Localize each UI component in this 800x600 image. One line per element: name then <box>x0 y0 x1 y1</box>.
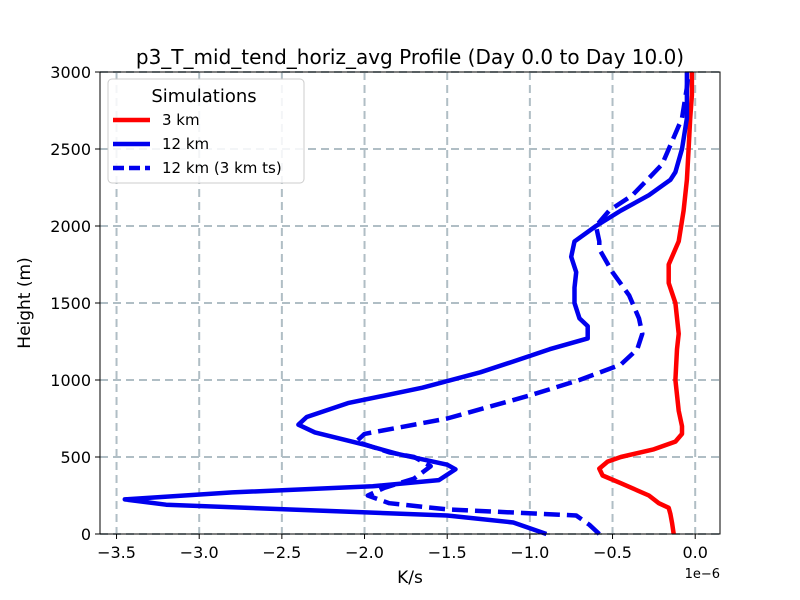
x-tick-label: −3.5 <box>97 543 136 562</box>
legend-entries: 3 km 12 km 12 km (3 km ts) <box>113 111 282 177</box>
series-line <box>122 72 690 537</box>
y-tick-label: 3000 <box>50 63 91 82</box>
x-axis: −3.5 −3.0 −2.5 −2.0 −1.5 −1.0 −0.5 0.0 <box>97 534 708 562</box>
y-axis: 0 500 1000 1500 2000 2500 3000 <box>50 63 100 544</box>
x-tick-label: −1.5 <box>428 543 467 562</box>
legend-title: Simulations <box>151 86 256 107</box>
x-tick-label: −3.0 <box>180 543 219 562</box>
legend-label: 3 km <box>162 111 200 129</box>
y-tick-label: 500 <box>60 448 91 467</box>
series-layer <box>122 71 695 537</box>
legend: Simulations 3 km 12 km 12 km (3 km ts) <box>107 78 305 184</box>
legend-box <box>107 78 305 184</box>
legend-label: 12 km <box>162 135 209 153</box>
y-tick-label: 1500 <box>50 294 91 313</box>
x-axis-scale-label: 1e−6 <box>685 567 720 582</box>
grid <box>100 71 720 535</box>
x-tick-label: 0.0 <box>682 543 707 562</box>
series-line <box>597 72 695 535</box>
x-tick-label: −2.0 <box>345 543 384 562</box>
y-tick-label: 0 <box>81 525 91 544</box>
series-line <box>354 71 691 536</box>
y-tick-label: 1000 <box>50 371 91 390</box>
x-tick-label: −0.5 <box>593 543 632 562</box>
y-axis-title: Height (m) <box>15 257 35 348</box>
chart-title: p3_T_mid_tend_horiz_avg Profile (Day 0.0… <box>136 45 684 69</box>
y-tick-label: 2000 <box>50 217 91 236</box>
x-tick-label: −2.5 <box>262 543 301 562</box>
y-tick-label: 2500 <box>50 140 91 159</box>
legend-label: 12 km (3 km ts) <box>162 159 282 177</box>
x-axis-title: K/s <box>397 568 423 588</box>
x-tick-label: −1.0 <box>510 543 549 562</box>
